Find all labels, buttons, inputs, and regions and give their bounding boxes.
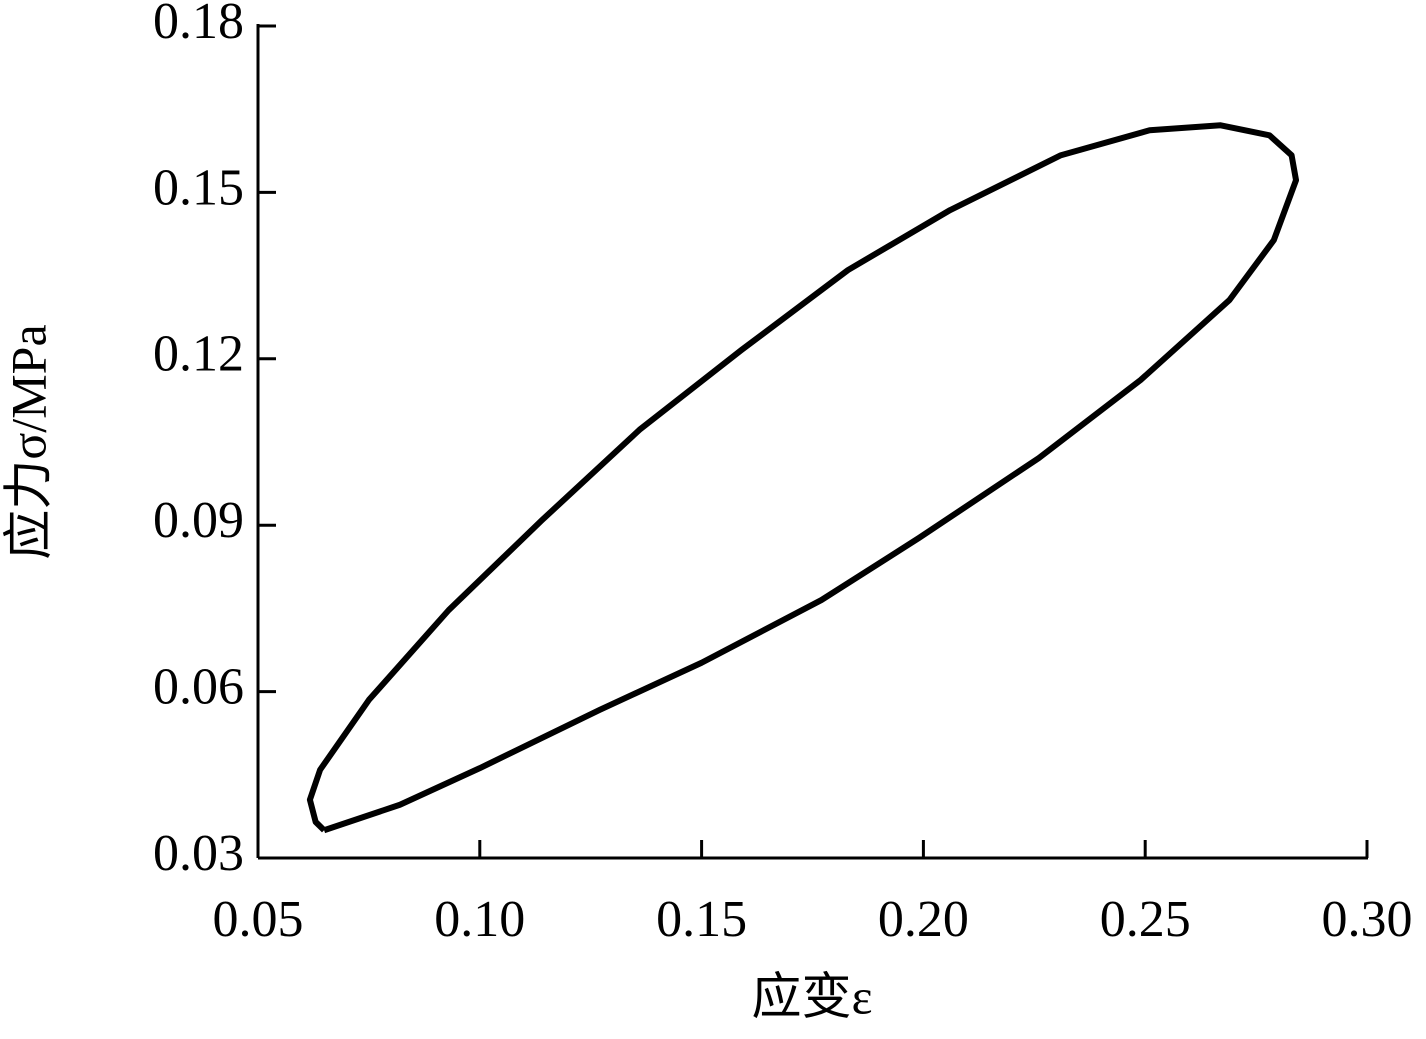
x-tick-label: 0.10 [434, 891, 525, 948]
y-tick-label: 0.15 [153, 159, 244, 216]
y-tick-label: 0.18 [153, 0, 244, 50]
x-tick-label: 0.30 [1322, 891, 1413, 948]
y-tick-label: 0.06 [153, 659, 244, 716]
x-tick-label: 0.25 [1100, 891, 1191, 948]
y-axis-title: 应力σ/MPa [0, 324, 56, 559]
x-tick-label: 0.15 [656, 891, 747, 948]
y-tick-label: 0.03 [153, 825, 244, 882]
x-tick-label: 0.20 [878, 891, 969, 948]
x-axis-title: 应变ε [752, 968, 873, 1024]
x-tick-label: 0.05 [213, 891, 304, 948]
y-tick-label: 0.12 [153, 326, 244, 383]
y-tick-label: 0.09 [153, 492, 244, 549]
data-line [306, 122, 1300, 834]
